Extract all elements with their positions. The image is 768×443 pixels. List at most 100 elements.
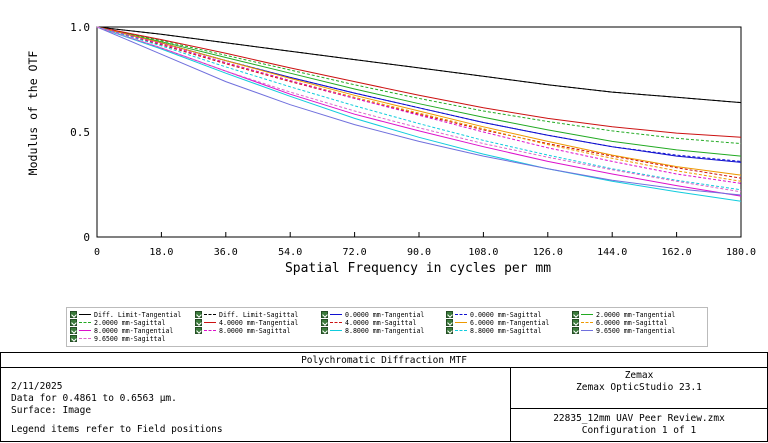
series-line-16 xyxy=(96,26,742,193)
configuration-text: Configuration 1 of 1 xyxy=(581,425,697,436)
legend-label: 2.0000 mm-Sagittal xyxy=(94,318,166,327)
legend-checkbox-icon xyxy=(195,327,202,334)
legend-label: 8.0000 mm-Sagittal xyxy=(219,326,291,335)
legend-line-swatch xyxy=(581,314,593,315)
legend-item: 4.0000 mm-Tangential xyxy=(195,318,298,327)
legend-item: 0.0000 mm-Sagittal xyxy=(446,310,541,319)
product-text: Zemax OpticStudio 23.1 xyxy=(576,382,702,393)
legend-line-swatch xyxy=(204,322,216,323)
legend-checkbox-icon xyxy=(321,327,328,334)
series-line-2 xyxy=(96,26,742,104)
legend-checkbox-icon xyxy=(321,311,328,318)
series-line-11 xyxy=(96,26,742,197)
x-tick-label: 72.0 xyxy=(343,247,367,258)
x-axis-label: Spatial Frequency in cycles per mm xyxy=(285,261,551,276)
legend-line-swatch xyxy=(455,314,467,315)
legend-label: 0.0000 mm-Tangential xyxy=(345,310,425,319)
legend-label: 9.6500 mm-Sagittal xyxy=(94,334,166,343)
company-text: Zemax xyxy=(624,370,654,381)
legend-item: 4.0000 mm-Sagittal xyxy=(321,318,416,327)
legend-item: 2.0000 mm-Sagittal xyxy=(70,318,165,327)
legend-label: Diff. Limit-Sagittal xyxy=(219,310,299,319)
info-company-panel: Zemax Zemax OpticStudio 23.1 xyxy=(511,368,767,409)
x-tick-label: 144.0 xyxy=(597,247,627,258)
y-axis-label: Modulus of the OTF xyxy=(26,51,40,176)
legend-line-swatch xyxy=(79,322,91,323)
series-line-7 xyxy=(96,26,742,138)
info-left-panel: 2/11/2025 Data for 0.4861 to 0.6563 µm. … xyxy=(1,368,511,441)
plot-frame xyxy=(96,26,742,238)
legend-line-swatch xyxy=(581,322,593,323)
chart-legend: Diff. Limit-Tangential Diff. Limit-Sagitt… xyxy=(66,307,708,347)
series-line-14 xyxy=(96,26,742,191)
series-line-6 xyxy=(96,26,742,145)
legend-item: 9.6500 mm-Sagittal xyxy=(70,334,165,343)
plot-title: Polychromatic Diffraction MTF xyxy=(301,355,467,366)
legend-item: Diff. Limit-Sagittal xyxy=(195,310,298,319)
legend-line-swatch xyxy=(79,338,91,339)
legend-item: 2.0000 mm-Tangential xyxy=(572,310,675,319)
legend-checkbox-icon xyxy=(572,327,579,334)
series-line-13 xyxy=(96,26,742,202)
legend-checkbox-icon xyxy=(70,311,77,318)
legend-label: 4.0000 mm-Sagittal xyxy=(345,318,417,327)
legend-line-swatch xyxy=(204,314,216,315)
x-tick-labels: 0 18.0 36.0 54.0 72.0 90.0 108.0 126.0 144.0 162.… xyxy=(94,247,756,258)
legend-line-swatch xyxy=(79,330,91,331)
x-tick-label: 162.0 xyxy=(662,247,692,258)
info-file-panel: 22835_12mm UAV Peer Review.zmx Configura… xyxy=(511,409,767,441)
legend-line-swatch xyxy=(455,322,467,323)
legend-label: 8.8000 mm-Tangential xyxy=(345,326,425,335)
date-text: 2/11/2025 xyxy=(11,381,63,392)
legend-checkbox-icon xyxy=(70,335,77,342)
legend-item: 8.0000 mm-Tangential xyxy=(70,326,173,335)
y-tick-labels: 0 0.5 1.0 xyxy=(70,21,90,244)
legend-label: 6.0000 mm-Tangential xyxy=(470,318,550,327)
chart-series-group xyxy=(96,26,742,202)
legend-label: 0.0000 mm-Sagittal xyxy=(470,310,542,319)
file-name-text: 22835_12mm UAV Peer Review.zmx xyxy=(553,413,725,424)
legend-item: 6.0000 mm-Sagittal xyxy=(572,318,667,327)
legend-line-swatch xyxy=(581,330,593,331)
legend-label: 2.0000 mm-Tangential xyxy=(596,310,676,319)
legend-label: Diff. Limit-Tangential xyxy=(94,310,182,319)
legend-checkbox-icon xyxy=(195,319,202,326)
info-panel: Polychromatic Diffraction MTF 2/11/2025 … xyxy=(0,352,768,442)
legend-checkbox-icon xyxy=(70,327,77,334)
x-tick-label: 54.0 xyxy=(278,247,302,258)
legend-item: 8.0000 mm-Sagittal xyxy=(195,326,290,335)
legend-label: 8.8000 mm-Sagittal xyxy=(470,326,542,335)
series-line-8 xyxy=(96,26,742,179)
legend-item: Diff. Limit-Tangential xyxy=(70,310,181,319)
legend-item: 8.8000 mm-Sagittal xyxy=(446,326,541,335)
legend-line-swatch xyxy=(455,330,467,331)
legend-item: 0.0000 mm-Tangential xyxy=(321,310,424,319)
x-tick-label: 0 xyxy=(94,247,100,258)
legend-label: 8.0000 mm-Tangential xyxy=(94,326,174,335)
series-line-9 xyxy=(96,26,742,176)
legend-checkbox-icon xyxy=(321,319,328,326)
legend-label: 6.0000 mm-Sagittal xyxy=(596,318,668,327)
y-tick-label: 0.5 xyxy=(70,126,90,139)
legend-checkbox-icon xyxy=(195,311,202,318)
legend-label: 9.6500 mm-Tangential xyxy=(596,326,676,335)
legend-line-swatch xyxy=(204,330,216,331)
legend-line-swatch xyxy=(330,330,342,331)
x-tick-label: 18.0 xyxy=(149,247,173,258)
legend-line-swatch xyxy=(330,314,342,315)
series-line-15 xyxy=(96,26,742,196)
series-line-5 xyxy=(96,26,742,157)
y-tick-label: 1.0 xyxy=(70,21,90,34)
x-tick-label: 108.0 xyxy=(468,247,498,258)
legend-item: 9.6500 mm-Tangential xyxy=(572,326,675,335)
chart-grid xyxy=(96,26,742,238)
legend-checkbox-icon xyxy=(446,319,453,326)
x-tick-label: 126.0 xyxy=(533,247,563,258)
y-tick-label: 0 xyxy=(83,231,90,244)
legend-checkbox-icon xyxy=(572,319,579,326)
surface-text: Surface: Image xyxy=(11,405,92,416)
legend-item: 6.0000 mm-Tangential xyxy=(446,318,549,327)
legend-line-swatch xyxy=(330,322,342,323)
legend-item: 8.8000 mm-Tangential xyxy=(321,326,424,335)
data-range-text: Data for 0.4861 to 0.6563 µm. xyxy=(11,393,177,404)
